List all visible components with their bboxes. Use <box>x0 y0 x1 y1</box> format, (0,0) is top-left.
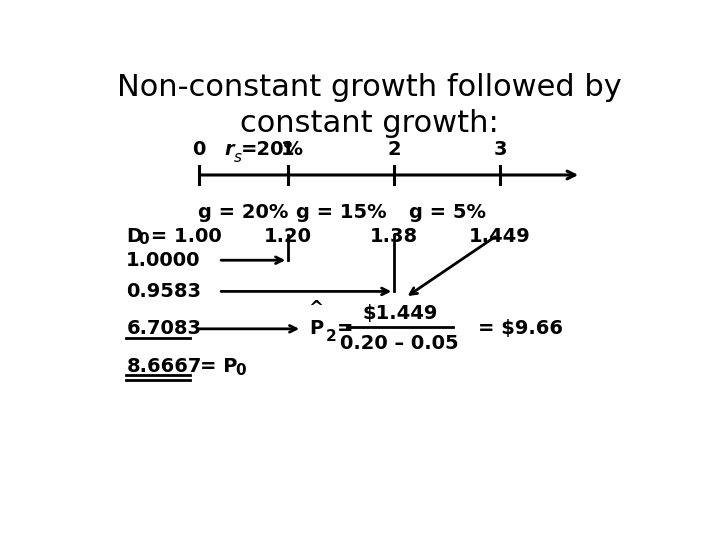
Text: Non-constant growth followed by: Non-constant growth followed by <box>117 73 621 102</box>
Text: r: r <box>224 140 233 159</box>
Text: =20%: =20% <box>240 140 304 159</box>
Text: 8.6667: 8.6667 <box>126 357 202 376</box>
Text: 1.0000: 1.0000 <box>126 251 201 269</box>
Text: 1.449: 1.449 <box>469 227 531 246</box>
Text: s: s <box>234 150 242 165</box>
Text: 2: 2 <box>326 329 337 344</box>
Text: g = 5%: g = 5% <box>409 203 485 222</box>
Text: constant growth:: constant growth: <box>240 109 498 138</box>
Text: D: D <box>126 227 143 246</box>
Text: = P: = P <box>200 357 238 376</box>
Text: 0: 0 <box>192 140 205 159</box>
Text: = $9.66: = $9.66 <box>478 319 563 339</box>
Text: ^: ^ <box>308 299 323 317</box>
Text: 1: 1 <box>282 140 295 159</box>
Text: 0.9583: 0.9583 <box>126 282 202 301</box>
Text: 1.38: 1.38 <box>370 227 418 246</box>
Text: 0: 0 <box>235 363 246 378</box>
Text: g = 15%: g = 15% <box>296 203 387 222</box>
Text: = 1.00: = 1.00 <box>144 227 222 246</box>
Text: 3: 3 <box>493 140 507 159</box>
Text: =: = <box>337 319 354 339</box>
Text: 0.20 – 0.05: 0.20 – 0.05 <box>341 334 459 353</box>
Text: P: P <box>309 319 323 339</box>
Text: 6.7083: 6.7083 <box>126 319 202 339</box>
Text: g = 20%: g = 20% <box>198 203 289 222</box>
Text: $1.449: $1.449 <box>362 303 437 322</box>
Text: 1.20: 1.20 <box>264 227 312 246</box>
Text: 2: 2 <box>387 140 401 159</box>
Text: 0: 0 <box>138 232 149 247</box>
